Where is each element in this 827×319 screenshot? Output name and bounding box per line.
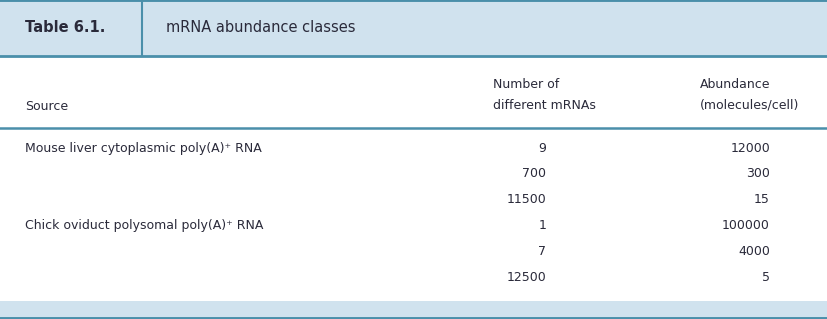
Text: 100000: 100000: [721, 219, 769, 232]
Text: mRNA abundance classes: mRNA abundance classes: [165, 20, 355, 35]
Text: 5: 5: [761, 271, 769, 284]
Text: 12000: 12000: [729, 142, 769, 155]
Text: 9: 9: [538, 142, 546, 155]
Bar: [0, 56, 827, 301]
Text: 700: 700: [522, 167, 546, 180]
Text: Table 6.1.: Table 6.1.: [25, 20, 105, 35]
Text: 12500: 12500: [506, 271, 546, 284]
Text: Number of: Number of: [492, 78, 558, 91]
Text: 1: 1: [538, 219, 546, 232]
Text: 15: 15: [753, 193, 769, 206]
Text: Abundance: Abundance: [699, 78, 769, 91]
Bar: [0, 0, 827, 56]
Text: (molecules/cell): (molecules/cell): [699, 99, 798, 112]
Text: Chick oviduct polysomal poly(A)⁺ RNA: Chick oviduct polysomal poly(A)⁺ RNA: [25, 219, 263, 232]
Text: different mRNAs: different mRNAs: [492, 99, 595, 112]
Text: 7: 7: [538, 245, 546, 258]
Text: Mouse liver cytoplasmic poly(A)⁺ RNA: Mouse liver cytoplasmic poly(A)⁺ RNA: [25, 142, 261, 155]
Text: Source: Source: [25, 100, 68, 113]
Text: 4000: 4000: [738, 245, 769, 258]
Bar: [0, 301, 827, 319]
Text: 11500: 11500: [506, 193, 546, 206]
Text: 300: 300: [745, 167, 769, 180]
